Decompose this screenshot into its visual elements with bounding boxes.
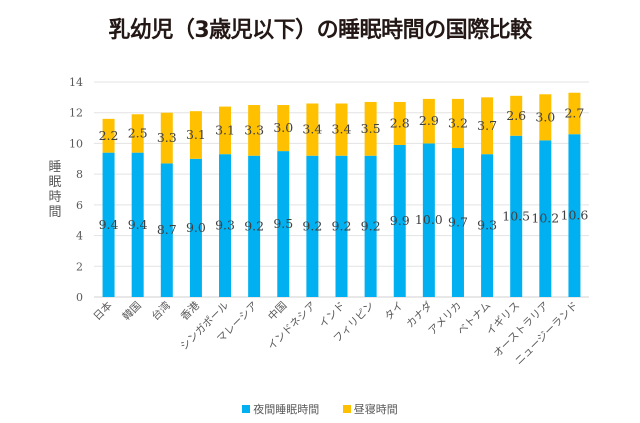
data-label-night-sleep: 9.7 [448,215,468,230]
data-label-night-sleep: 10.0 [415,212,443,227]
bar-nap [306,103,319,156]
data-label-nap: 3.4 [332,122,352,137]
data-label-nap: 3.3 [157,130,177,145]
y-tick-label: 0 [76,291,83,304]
bar-night-sleep [481,154,494,297]
x-category-label: 日本 [91,299,115,323]
data-label-night-sleep: 9.0 [186,220,206,235]
data-label-nap: 3.7 [477,118,497,133]
data-label-night-sleep: 9.5 [273,216,293,231]
bar-night-sleep [189,158,202,297]
data-label-night-sleep: 9.3 [477,218,497,233]
bar-night-sleep [160,163,173,297]
y-tick-label: 10 [69,137,83,150]
legend-swatch-night [242,405,251,413]
data-label-night-sleep: 10.5 [502,208,530,223]
bar-night-sleep [568,134,581,297]
bar-nap [393,101,406,145]
data-label-nap: 3.5 [361,121,381,136]
y-axis-ticks: 0 2 4 6 8 10 12 14 [69,76,83,304]
y-tick-label: 12 [69,107,83,120]
data-label-night-sleep: 9.2 [244,218,264,233]
y-tick-label: 6 [76,199,83,212]
bar-night-sleep [510,135,523,297]
bar-nap [277,105,290,152]
y-tick-label: 8 [76,168,83,181]
legend-label-night: 夜間睡眠時間 [253,403,320,416]
data-label-night-sleep: 9.3 [215,218,235,233]
legend-label-nap: 昼寝時間 [353,403,398,416]
y-tick-label: 14 [69,76,83,89]
legend-swatch-nap [342,405,351,413]
data-label-nap: 3.0 [535,109,555,124]
data-label-nap: 3.0 [273,120,293,135]
data-label-night-sleep: 8.7 [157,222,177,237]
legend-item-night: 夜間睡眠時間 [242,401,319,417]
data-label-nap: 2.9 [419,113,439,128]
data-label-night-sleep: 9.9 [390,213,410,228]
bar-night-sleep [335,155,348,297]
data-label-nap: 3.1 [186,127,206,142]
data-label-nap: 2.6 [506,108,526,123]
y-axis-label: 睡眠時間 [48,160,62,220]
bar-nap [451,98,464,149]
bar-nap [335,103,348,156]
bar-nap [364,101,377,156]
data-label-nap: 3.3 [244,122,264,137]
data-label-night-sleep: 9.4 [128,217,148,232]
bar-night-sleep [451,148,464,297]
bar-nap [102,118,115,153]
data-label-night-sleep: 9.2 [361,218,381,233]
x-category-label: 韓国 [120,300,143,323]
x-category-label: 香港 [179,299,203,323]
bar-night-sleep [306,155,319,297]
data-label-night-sleep: 9.2 [302,218,322,233]
bar-nap [422,98,435,144]
data-label-nap: 3.1 [215,122,235,137]
bar-nap [189,111,202,159]
bars [102,92,581,297]
x-category-label: 中国 [265,299,289,323]
x-category-label: タイ [383,300,406,323]
y-tick-label: 2 [76,260,83,273]
bar-night-sleep [131,152,144,297]
x-category-label: 台湾 [149,299,173,323]
data-label-nap: 3.4 [302,122,322,137]
bar-nap [568,92,581,135]
legend-item-nap: 昼寝時間 [342,401,398,417]
data-label-nap: 3.2 [448,115,468,130]
data-labels: 9.4 2.2 9.4 2.5 8.7 3.3 9.0 3.1 9.3 3.1 9.2 3.3 9.5 3… [99,105,589,237]
bar-night-sleep [539,140,552,297]
chart-title: 乳幼児（3歳児以下）の睡眠時間の国際比較 [108,18,532,43]
bar-nap [510,95,523,136]
data-label-nap: 2.7 [564,105,584,120]
bar-nap [248,105,261,156]
bar-night-sleep [219,154,232,297]
data-label-night-sleep: 10.2 [531,211,559,226]
data-label-nap: 2.8 [390,115,410,130]
bar-night-sleep [248,155,261,297]
data-label-nap: 2.2 [99,128,119,143]
data-label-night-sleep: 9.2 [332,218,352,233]
bar-night-sleep [364,155,377,297]
bar-night-sleep [102,152,115,297]
bar-nap [160,112,173,164]
bar-nap [131,114,144,153]
bar-night-sleep [277,151,290,297]
data-label-nap: 2.5 [128,125,148,140]
data-label-night-sleep: 9.4 [99,217,119,232]
y-tick-label: 4 [76,230,83,243]
bar-night-sleep [393,144,406,297]
bar-nap [539,94,552,141]
data-label-night-sleep: 10.6 [561,208,589,223]
bar-nap [481,97,494,155]
legend: 夜間睡眠時間 昼寝時間 [0,401,640,417]
bar-nap [219,106,232,155]
bar-night-sleep [422,143,435,297]
